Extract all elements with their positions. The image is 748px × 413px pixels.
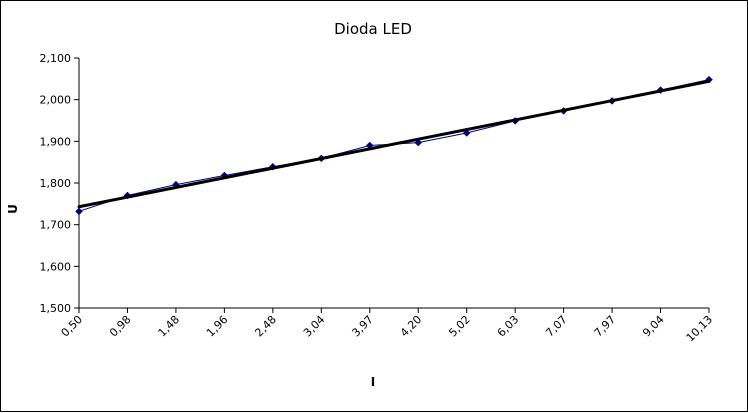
x-axis-label: I — [371, 375, 375, 389]
y-tick-label: 1,600 — [40, 260, 72, 273]
y-tick-label: 1,700 — [40, 219, 72, 232]
x-tick-label: 3,97 — [349, 313, 376, 340]
trendline — [77, 79, 711, 209]
x-tick-label: 1,96 — [204, 313, 231, 340]
x-tick-label: 6,03 — [495, 313, 522, 340]
x-tick-label: 10,13 — [684, 313, 715, 344]
trendline-layer — [77, 79, 711, 209]
x-tick-label: 5,02 — [446, 313, 473, 340]
x-tick-label: 1,48 — [156, 313, 183, 340]
y-axis-label: U — [6, 204, 20, 214]
x-tick-label: 9,04 — [640, 313, 667, 340]
data-point — [75, 207, 83, 216]
x-tick-label: 7,07 — [543, 313, 570, 340]
tick-labels: 1,500 1,600 1,700 1,800 1,900 2,000 2,100 0,50 0… — [40, 52, 716, 344]
y-tick-label: 1,800 — [40, 177, 72, 190]
y-tick-label: 1,900 — [40, 135, 72, 148]
x-tick-label: 2,48 — [252, 313, 279, 340]
x-tick-label: 3,04 — [301, 313, 328, 340]
x-tick-label: 7,97 — [592, 313, 619, 340]
y-tick-label: 1,500 — [40, 302, 72, 315]
x-tick-label: 0,98 — [107, 313, 134, 340]
axes — [74, 57, 710, 313]
x-tick-label: 0,50 — [59, 313, 86, 340]
y-tick-label: 2,100 — [40, 52, 72, 65]
chart-title: Dioda LED — [334, 20, 412, 38]
x-tick-label: 4,20 — [398, 313, 425, 340]
y-tick-label: 2,000 — [40, 94, 72, 107]
